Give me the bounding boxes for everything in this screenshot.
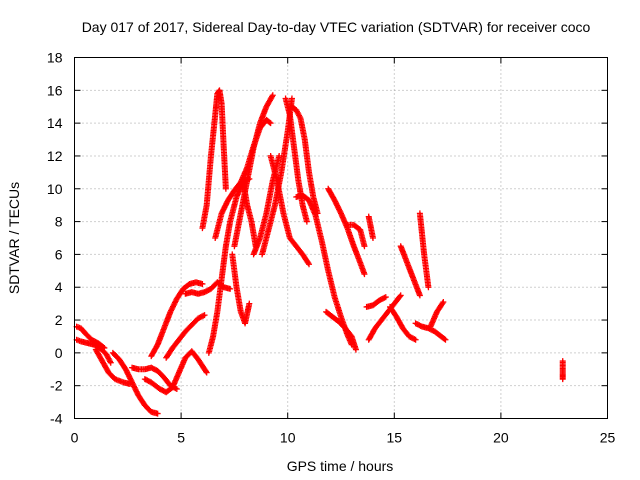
data-point xyxy=(222,185,229,192)
y-tick-labels: -4 -2 0 2 4 6 8 10 12 14 16 18 xyxy=(47,50,63,427)
data-point xyxy=(382,294,389,301)
series-arc-13 xyxy=(229,251,253,327)
data-point xyxy=(361,243,368,250)
y-tick-label: 8 xyxy=(55,214,63,230)
series-arc-23 xyxy=(323,308,359,353)
data-point xyxy=(416,292,423,299)
data-point xyxy=(154,410,161,417)
y-tick-label: 6 xyxy=(55,246,63,262)
series-arc-08 xyxy=(163,312,208,361)
x-tick-label: 5 xyxy=(177,430,185,446)
data-point xyxy=(267,120,274,127)
data-point xyxy=(439,300,446,307)
grid-lines xyxy=(74,57,608,419)
data-point xyxy=(425,284,432,291)
data-point xyxy=(381,294,388,301)
series-arc-29 xyxy=(397,243,423,299)
data-point xyxy=(361,271,368,278)
data-point xyxy=(559,376,566,383)
data-point xyxy=(269,92,276,99)
y-tick-label: -2 xyxy=(50,378,63,394)
series-arc-33 xyxy=(559,358,566,383)
data-point xyxy=(442,336,449,343)
data-point xyxy=(288,95,295,102)
x-tick-label: 10 xyxy=(280,430,296,446)
series-arc-26 xyxy=(363,294,389,310)
data-point xyxy=(369,235,376,241)
data-point xyxy=(107,359,114,366)
data-point xyxy=(306,261,313,268)
data-point xyxy=(200,312,207,319)
data-point xyxy=(203,369,210,376)
x-tick-label: 20 xyxy=(493,430,509,446)
series-arc-03 xyxy=(92,346,133,388)
data-point xyxy=(246,300,253,307)
series-arc-31 xyxy=(416,210,432,291)
data-point xyxy=(266,119,273,126)
plot-frame xyxy=(74,57,608,419)
y-tick-label: 0 xyxy=(55,345,63,361)
series-arc-18 xyxy=(267,152,313,268)
data-point xyxy=(396,293,403,300)
x-tick-labels: 0 5 10 15 20 25 xyxy=(71,430,616,446)
series-arc-32 xyxy=(427,298,447,330)
y-tick-label: 2 xyxy=(55,312,63,328)
series-arc-06 xyxy=(141,348,210,396)
series-arc-20 xyxy=(288,103,321,217)
data-point xyxy=(202,368,209,375)
data-point xyxy=(412,336,419,343)
series-arc-15 xyxy=(239,177,259,250)
data-points xyxy=(73,87,566,417)
data-point xyxy=(199,280,206,287)
data-point xyxy=(173,385,180,392)
x-tick-label: 15 xyxy=(387,430,403,446)
series-arc-02 xyxy=(73,336,114,366)
y-axis-label: SDTVAR / TECUs xyxy=(6,182,22,294)
y-tick-label: 14 xyxy=(47,115,63,131)
series-arc-19 xyxy=(282,95,310,225)
series-arc-10 xyxy=(199,87,229,232)
series-arc-11 xyxy=(205,175,253,356)
y-tick-label: 10 xyxy=(47,181,63,197)
y-tick-label: 18 xyxy=(47,50,63,66)
data-point xyxy=(352,346,359,353)
chart-title: Day 017 of 2017, Sidereal Day-to-day VTE… xyxy=(82,19,591,35)
series-arc-04 xyxy=(109,349,161,417)
data-point xyxy=(227,285,234,292)
x-tick-label: 0 xyxy=(71,430,79,446)
data-point xyxy=(269,93,276,100)
data-point xyxy=(441,335,448,342)
series-arc-24 xyxy=(344,221,368,250)
y-tick-label: -4 xyxy=(50,411,63,427)
series-arc-07 xyxy=(148,279,206,360)
y-tick-label: 16 xyxy=(47,82,63,98)
series-arc-22 xyxy=(325,185,368,278)
axis-ticks xyxy=(74,57,608,419)
data-point xyxy=(305,260,312,267)
y-tick-label: 4 xyxy=(55,279,63,295)
x-axis-label: GPS time / hours xyxy=(287,458,394,474)
data-point xyxy=(201,312,208,319)
data-point xyxy=(440,298,447,305)
data-point xyxy=(411,336,418,343)
series-arc-25 xyxy=(365,213,376,241)
series-arc-28 xyxy=(387,303,419,343)
data-point xyxy=(397,292,404,299)
x-tick-label: 25 xyxy=(600,430,616,446)
y-tick-label: 12 xyxy=(47,148,63,164)
data-point xyxy=(303,218,310,225)
